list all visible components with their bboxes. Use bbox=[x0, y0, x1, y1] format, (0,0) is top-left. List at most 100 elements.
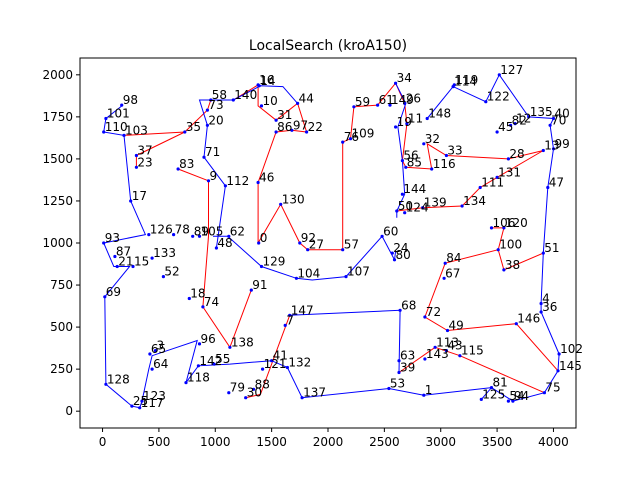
city-label-19: 19 bbox=[397, 115, 412, 129]
route-segment-10 bbox=[445, 249, 499, 264]
city-point-94 bbox=[511, 399, 515, 403]
x-tick-label-1500: 1500 bbox=[256, 435, 287, 449]
chart-title: LocalSearch (kroA150) bbox=[249, 38, 407, 54]
city-label-0: 0 bbox=[260, 231, 268, 245]
city-point-52 bbox=[161, 275, 165, 279]
city-label-70: 70 bbox=[551, 113, 566, 127]
city-point-82 bbox=[509, 123, 513, 127]
y-tick-label-1500: 1500 bbox=[42, 152, 73, 166]
city-label-115: 115 bbox=[461, 344, 484, 358]
city-label-55: 55 bbox=[215, 352, 230, 366]
city-point-51 bbox=[541, 251, 545, 255]
x-tick-label-1000: 1000 bbox=[200, 435, 231, 449]
city-point-13 bbox=[541, 148, 545, 153]
x-tick-label-2500: 2500 bbox=[369, 435, 400, 449]
city-point-144 bbox=[400, 192, 404, 196]
city-point-48 bbox=[214, 246, 218, 250]
city-point-134 bbox=[460, 204, 464, 208]
city-label-43: 43 bbox=[447, 339, 462, 353]
city-label-142: 142 bbox=[199, 354, 222, 368]
y-axis: 0 250 500 750 1000 1250 1500 1750 2000 bbox=[42, 68, 80, 418]
city-point-34 bbox=[394, 81, 398, 85]
city-label-71: 71 bbox=[205, 145, 220, 159]
city-point-126 bbox=[147, 233, 151, 237]
city-point-70 bbox=[548, 123, 552, 127]
route-edges bbox=[102, 73, 560, 409]
x-axis: 0 500 1000 1500 2000 2500 3000 3500 4000 bbox=[99, 428, 569, 449]
city-point-79 bbox=[227, 391, 231, 395]
city-label-39: 39 bbox=[400, 361, 415, 375]
city-label-31: 31 bbox=[277, 108, 292, 122]
route-segment-12 bbox=[245, 315, 291, 399]
city-point-37 bbox=[134, 153, 138, 158]
city-point-32 bbox=[422, 142, 426, 146]
city-point-31 bbox=[274, 118, 278, 122]
city-label-13: 13 bbox=[544, 139, 559, 153]
city-label-117: 117 bbox=[141, 396, 164, 410]
city-label-75: 75 bbox=[545, 381, 560, 395]
y-tick-label-1750: 1750 bbox=[42, 110, 73, 124]
city-point-55 bbox=[212, 362, 216, 366]
y-tick-label-750: 750 bbox=[50, 278, 73, 292]
city-point-110 bbox=[102, 130, 106, 134]
city-label-123: 123 bbox=[143, 389, 166, 403]
city-label-28: 28 bbox=[509, 147, 524, 161]
city-point-33 bbox=[444, 153, 448, 158]
city-point-50 bbox=[395, 209, 399, 213]
city-point-0 bbox=[257, 241, 261, 245]
city-label-122: 122 bbox=[487, 90, 510, 104]
city-point-100 bbox=[496, 248, 500, 252]
city-points bbox=[102, 73, 561, 410]
x-tick-label-500: 500 bbox=[147, 435, 170, 449]
city-label-143: 143 bbox=[426, 347, 449, 361]
city-point-15 bbox=[131, 264, 135, 269]
city-point-129 bbox=[259, 264, 264, 269]
city-label-85: 85 bbox=[407, 155, 422, 169]
city-label-149: 149 bbox=[391, 93, 414, 107]
city-label-86: 86 bbox=[277, 120, 292, 134]
city-point-73 bbox=[205, 108, 209, 112]
city-label-137: 137 bbox=[303, 386, 326, 400]
city-label-139: 139 bbox=[424, 196, 447, 210]
city-point-149 bbox=[388, 103, 392, 107]
city-point-104 bbox=[294, 276, 298, 280]
city-label-134: 134 bbox=[463, 194, 486, 208]
city-label-35: 35 bbox=[186, 120, 201, 134]
y-tick-label-1250: 1250 bbox=[42, 194, 73, 208]
city-point-99 bbox=[551, 147, 556, 151]
city-point-109 bbox=[348, 137, 353, 141]
x-tick-label-4000: 4000 bbox=[538, 435, 569, 449]
city-label-125: 125 bbox=[482, 387, 505, 401]
city-point-44 bbox=[296, 101, 300, 105]
city-label-89: 89 bbox=[194, 224, 209, 238]
city-label-11: 11 bbox=[408, 112, 423, 126]
city-point-45 bbox=[495, 130, 499, 134]
city-label-41: 41 bbox=[273, 349, 288, 363]
city-point-24 bbox=[390, 251, 394, 255]
y-tick-label-250: 250 bbox=[50, 362, 73, 376]
city-label-101: 101 bbox=[107, 107, 130, 121]
city-label-113: 113 bbox=[436, 335, 459, 349]
city-label-1: 1 bbox=[425, 383, 433, 397]
city-label-62: 62 bbox=[230, 224, 245, 238]
city-point-64 bbox=[150, 367, 154, 371]
city-label-12: 12 bbox=[516, 112, 531, 126]
city-point-71 bbox=[202, 155, 206, 159]
city-point-40 bbox=[551, 116, 556, 121]
city-label-59: 59 bbox=[355, 95, 370, 109]
city-point-43 bbox=[444, 349, 448, 353]
city-point-105 bbox=[197, 234, 202, 238]
city-label-120: 120 bbox=[505, 216, 528, 230]
city-label-49: 49 bbox=[449, 319, 464, 333]
city-point-128 bbox=[104, 382, 108, 386]
city-label-57: 57 bbox=[344, 238, 359, 252]
city-label-84: 84 bbox=[446, 251, 461, 265]
city-point-130 bbox=[279, 202, 283, 206]
city-label-144: 144 bbox=[403, 182, 426, 196]
city-point-135 bbox=[527, 115, 531, 119]
city-label-50: 50 bbox=[398, 199, 413, 213]
city-point-41 bbox=[270, 359, 274, 363]
city-label-60: 60 bbox=[383, 224, 398, 238]
city-point-124 bbox=[403, 211, 407, 215]
route-segment-4 bbox=[213, 235, 397, 281]
